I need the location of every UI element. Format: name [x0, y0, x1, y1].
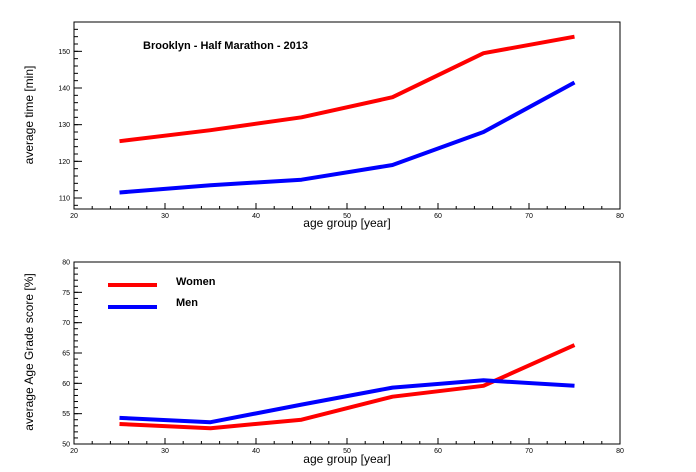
x-axis-title: age group [year]	[303, 452, 390, 466]
x-tick-label: 30	[161, 213, 169, 220]
x-axis-title: age group [year]	[303, 216, 390, 230]
x-tick-label: 60	[434, 448, 442, 455]
legend: Women Men	[108, 276, 216, 309]
y-tick-label: 55	[62, 411, 70, 418]
chart-average-time: 20 30 40 50 60 70 80 110 120 130 140 150 Brooklyn -…	[22, 21, 624, 230]
series-line-women	[119, 343, 576, 431]
x-tick-label: 20	[70, 213, 78, 220]
axis-ticks: 20 30 40 50 60 70 80 110 120 130 140 150	[58, 21, 624, 220]
y-tick-label: 140	[58, 86, 70, 93]
y-tick-label: 150	[58, 49, 70, 56]
series-line-red	[119, 34, 575, 144]
x-tick-label: 80	[616, 213, 624, 220]
y-axis-title: average Age Grade score [%]	[22, 273, 36, 430]
axis-ticks: 20 30 40 50 60 70 80 50 55 60 65 70 75 80	[62, 260, 624, 456]
x-tick-label: 60	[434, 213, 442, 220]
legend-label-women: Women	[176, 276, 216, 288]
legend-label-men: Men	[176, 297, 198, 309]
y-tick-label: 65	[62, 351, 70, 358]
x-tick-label: 50	[343, 213, 351, 220]
chart-age-grade-score: 20 30 40 50 60 70 80 50 55 60 65 70 75 80 age group […	[22, 260, 624, 467]
x-tick-label: 40	[252, 213, 260, 220]
y-tick-label: 75	[62, 290, 70, 297]
y-tick-label: 130	[58, 122, 70, 129]
y-axis-title: average time [min]	[22, 66, 36, 165]
series-layer	[119, 34, 576, 195]
x-tick-label: 20	[70, 448, 78, 455]
series-line-blue	[119, 80, 576, 195]
y-tick-label: 120	[58, 159, 70, 166]
series-line-men	[119, 378, 575, 425]
y-tick-label: 110	[59, 196, 70, 203]
y-tick-label: 70	[62, 320, 70, 327]
y-tick-label: 60	[62, 381, 70, 388]
x-tick-label: 70	[525, 448, 533, 455]
y-tick-label: 50	[62, 442, 70, 449]
x-tick-label: 80	[616, 448, 624, 455]
chart-title: Brooklyn - Half Marathon - 2013	[143, 40, 308, 52]
x-tick-label: 30	[161, 448, 169, 455]
x-tick-label: 50	[343, 448, 351, 455]
plot-frame	[73, 261, 621, 445]
x-tick-label: 70	[525, 213, 533, 220]
series-layer	[119, 343, 576, 431]
y-tick-label: 80	[62, 260, 70, 267]
x-tick-label: 40	[252, 448, 260, 455]
